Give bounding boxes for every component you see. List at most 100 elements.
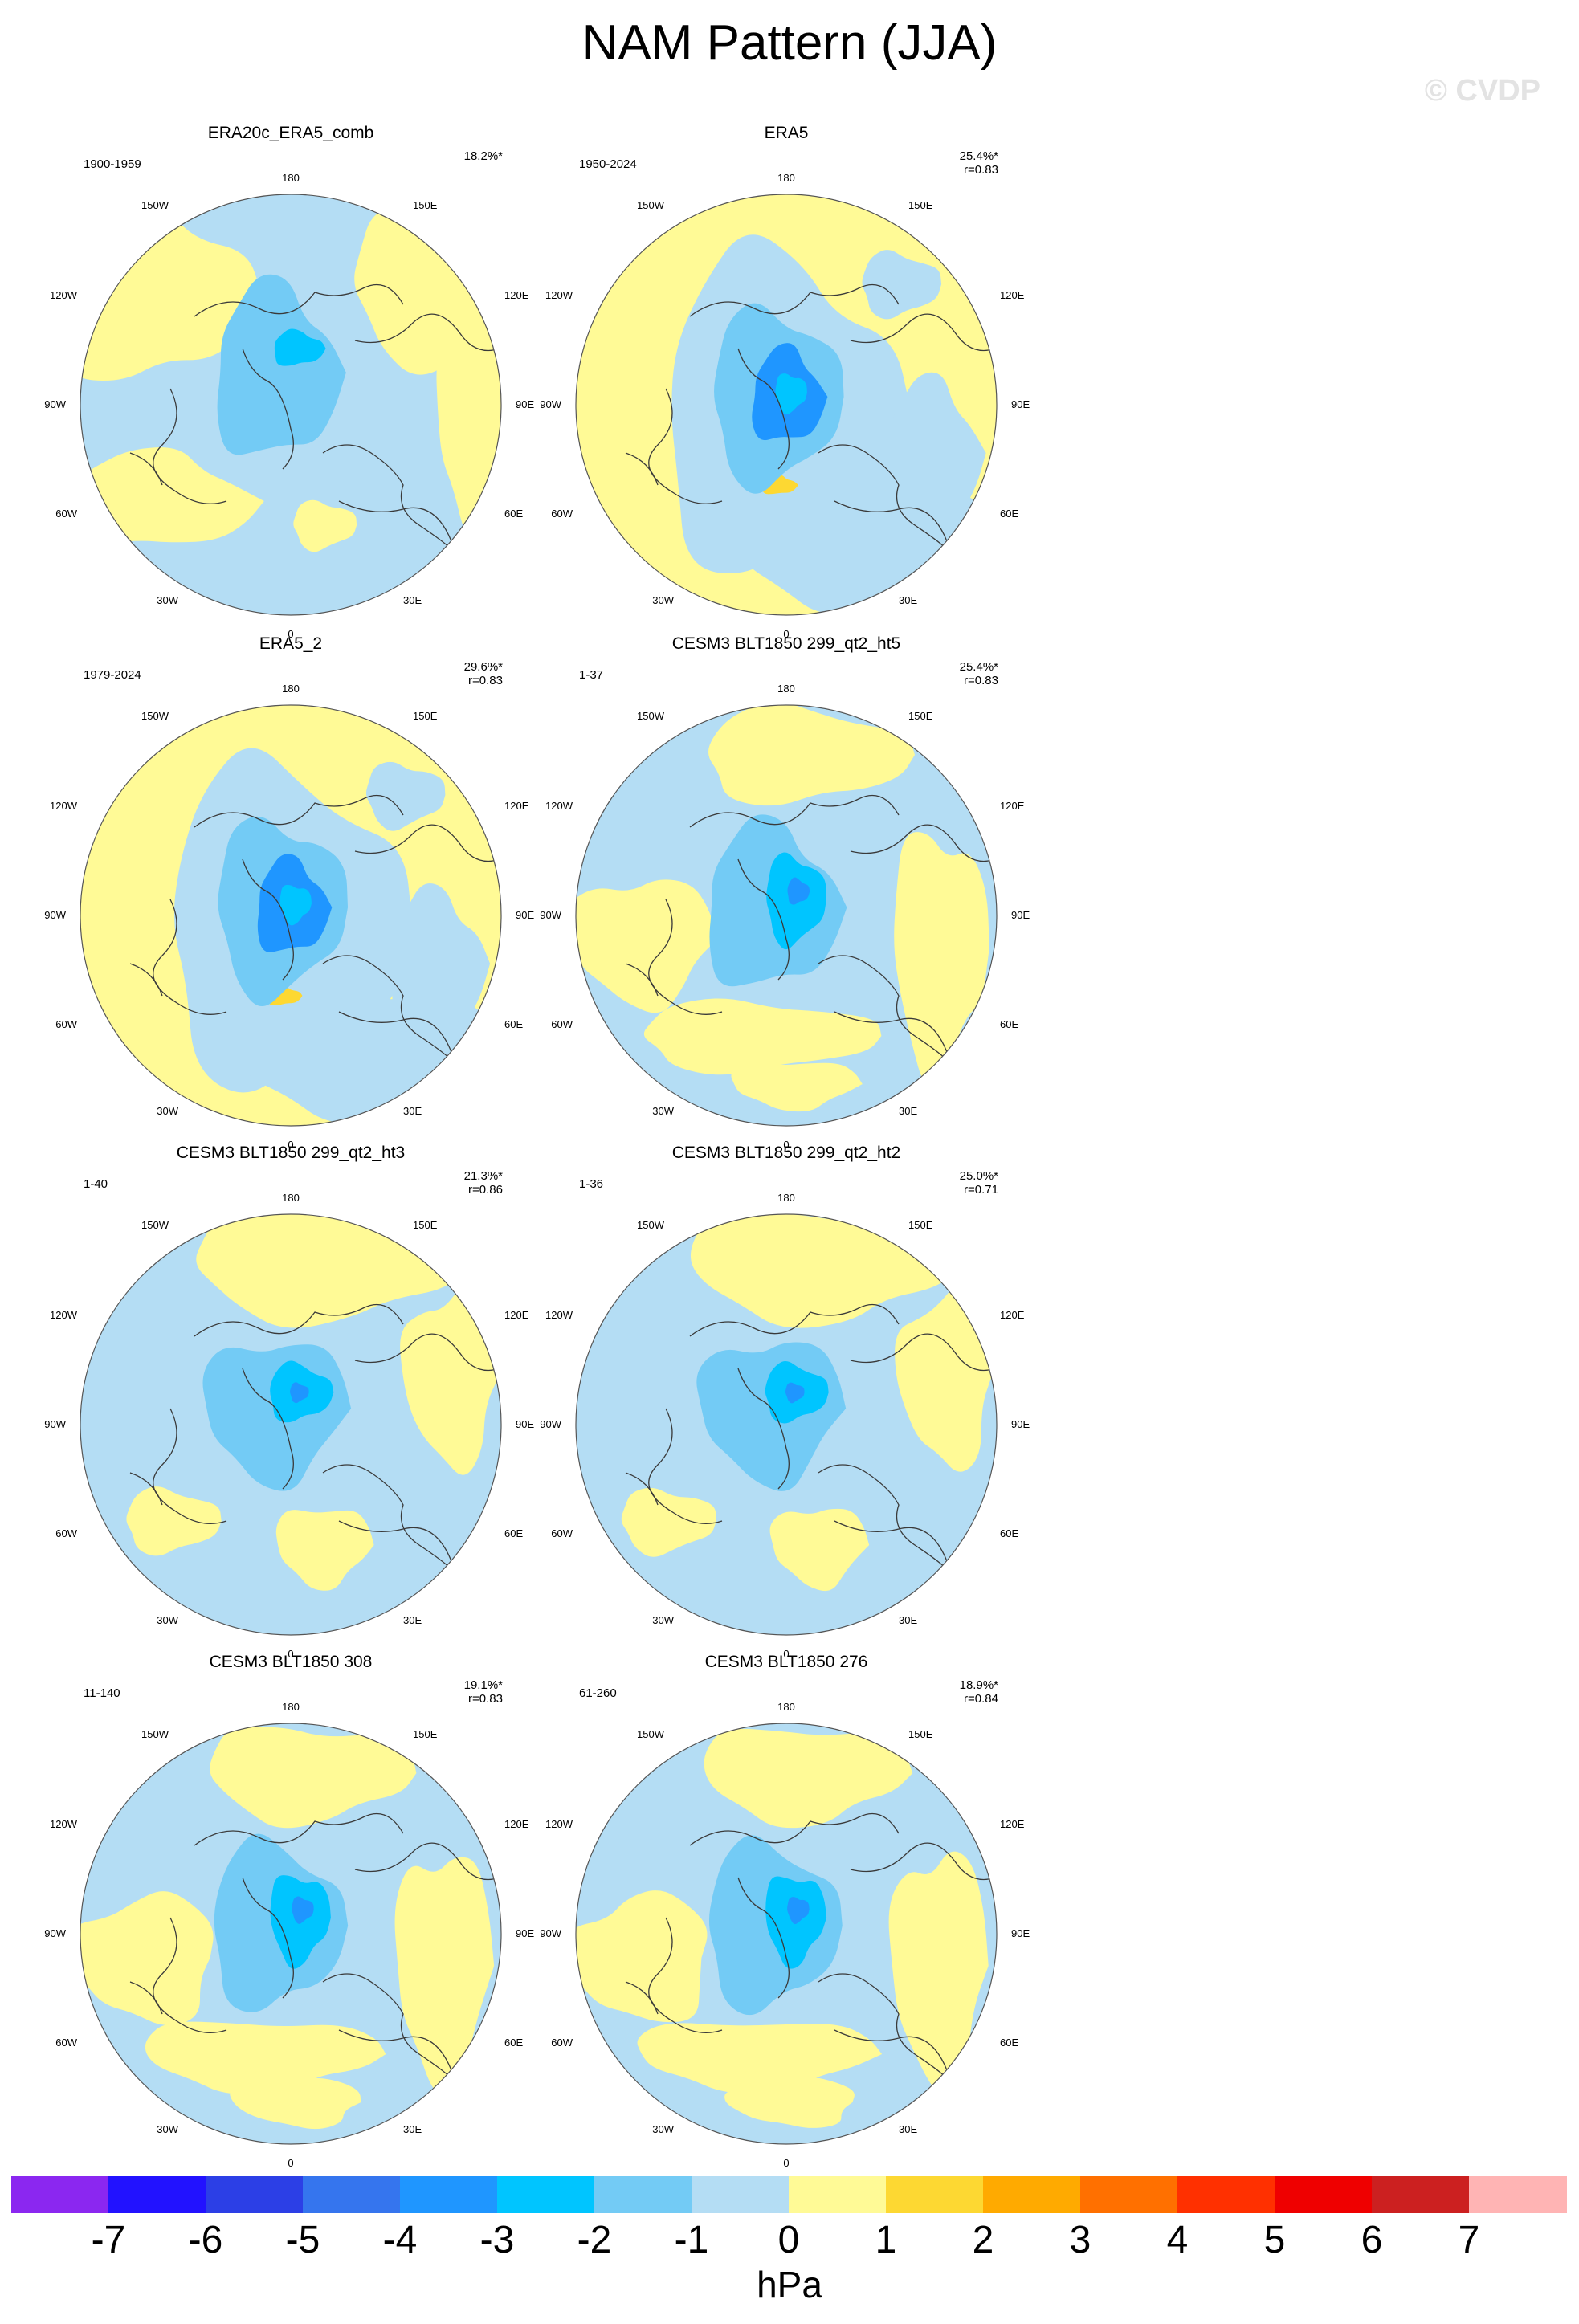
longitude-label: 150E <box>908 1219 933 1231</box>
colorbar-swatch <box>1177 2176 1275 2213</box>
colorbar-tick-label: 3 <box>1069 2219 1091 2261</box>
longitude-label: 90W <box>44 1418 66 1430</box>
longitude-label: 60W <box>55 2037 77 2049</box>
longitude-label: 120W <box>545 1309 573 1321</box>
longitude-label: 60W <box>551 508 573 520</box>
colorbar-swatch <box>692 2176 790 2213</box>
longitude-label: 0 <box>288 2157 293 2169</box>
panel-title: ERA5 <box>764 124 809 142</box>
polar-map: 180 150E 120E 90E 60E 30E 0 30W 60W 90W 120W 150W <box>540 1192 1030 1660</box>
longitude-label: 30E <box>403 2123 422 2135</box>
panel-period: 1979-2024 <box>84 668 141 682</box>
longitude-label: 120W <box>545 1818 573 1830</box>
colorbar-swatch <box>11 2176 109 2213</box>
colorbar-tick-label: -7 <box>91 2219 126 2261</box>
variance-percent: 18.9%* <box>959 1678 998 1692</box>
longitude-label: 0 <box>288 1648 293 1660</box>
page-title: NAM Pattern (JJA) <box>581 15 998 71</box>
longitude-label: 120W <box>50 800 78 812</box>
variance-percent: 29.6%* <box>463 660 503 674</box>
panel-stats: 21.3%* r=0.86 <box>464 1169 503 1197</box>
longitude-label: 90E <box>516 1418 534 1430</box>
longitude-label: 0 <box>783 2157 789 2169</box>
map-panel: CESM3 BLT1850 276 61-260 18.9%* r=0.84 180 15… <box>537 1653 1035 2183</box>
longitude-label: 60E <box>504 1018 523 1030</box>
colorbar-tick-label: 7 <box>1458 2219 1480 2261</box>
longitude-label: 180 <box>777 1192 795 1204</box>
polar-map: 180 150E 120E 90E 60E 30E 0 30W 60W 90W 120W 150W <box>44 1701 534 2169</box>
pattern-correlation: r=0.83 <box>468 1692 503 1706</box>
panel-period: 1-37 <box>579 668 604 682</box>
longitude-label: 180 <box>777 1701 795 1713</box>
longitude-label: 180 <box>777 172 795 184</box>
longitude-label: 90W <box>44 398 66 410</box>
longitude-label: 120E <box>504 800 529 812</box>
variance-percent: 25.4%* <box>959 149 998 163</box>
longitude-label: 120E <box>504 289 529 301</box>
colorbar-swatch <box>1275 2176 1373 2213</box>
longitude-label: 120E <box>1000 1818 1025 1830</box>
longitude-label: 60E <box>504 508 523 520</box>
colorbar-tick-label: -2 <box>577 2219 612 2261</box>
variance-percent: 19.1%* <box>463 1678 503 1692</box>
longitude-label: 60E <box>1000 1527 1018 1539</box>
longitude-label: 150W <box>637 1219 665 1231</box>
longitude-label: 180 <box>777 683 795 695</box>
longitude-label: 60E <box>504 1527 523 1539</box>
longitude-label: 90E <box>1011 1927 1030 1939</box>
longitude-label: 30E <box>899 1614 917 1626</box>
longitude-label: 120E <box>1000 800 1025 812</box>
longitude-label: 150W <box>141 710 169 722</box>
anomaly-field <box>576 1723 997 2144</box>
longitude-label: 150E <box>413 710 438 722</box>
longitude-label: 150W <box>141 1219 169 1231</box>
panel-title: CESM3 BLT1850 299_qt2_ht5 <box>671 634 901 653</box>
pattern-correlation: r=0.83 <box>468 674 503 688</box>
longitude-label: 150E <box>908 1728 933 1740</box>
longitude-label: 120W <box>50 289 78 301</box>
panel-stats: 18.9%* r=0.84 <box>960 1678 998 1706</box>
longitude-label: 120E <box>1000 289 1025 301</box>
anomaly-field <box>80 194 501 615</box>
colorbar-swatch <box>594 2176 692 2213</box>
polar-map: 180 150E 120E 90E 60E 30E 0 30W 60W 90W 120W 150W <box>44 172 534 640</box>
longitude-label: 60W <box>551 1018 573 1030</box>
longitude-label: 90W <box>44 1927 66 1939</box>
map-panel: CESM3 BLT1850 299_qt2_ht3 1-40 21.3%* r=0.8… <box>42 1144 540 1674</box>
longitude-label: 60W <box>551 1527 573 1539</box>
longitude-label: 90W <box>540 1418 561 1430</box>
map-boundary <box>80 1723 502 2145</box>
map-boundary <box>575 194 998 616</box>
longitude-label: 180 <box>282 172 300 184</box>
map-boundary <box>575 1723 998 2145</box>
longitude-label: 180 <box>282 683 300 695</box>
longitude-label: 60W <box>551 2037 573 2049</box>
panel-stats: 18.2%* <box>464 149 503 163</box>
longitude-label: 90E <box>516 1927 534 1939</box>
longitude-label: 150E <box>413 1219 438 1231</box>
colorbar-tick-label: 4 <box>1166 2219 1189 2261</box>
longitude-label: 120W <box>545 289 573 301</box>
pattern-correlation: r=0.83 <box>964 163 998 177</box>
panel-title: ERA20c_ERA5_comb <box>207 124 374 142</box>
polar-map: 180 150E 120E 90E 60E 30E 0 30W 60W 90W 120W 150W <box>44 683 534 1151</box>
longitude-label: 120W <box>50 1818 78 1830</box>
longitude-label: 30E <box>403 1614 422 1626</box>
pattern-correlation: r=0.84 <box>964 1692 998 1706</box>
longitude-label: 150E <box>413 199 438 211</box>
longitude-label: 30E <box>403 1105 422 1117</box>
longitude-label: 90W <box>540 1927 561 1939</box>
colorbar-tick-label: 0 <box>777 2219 800 2261</box>
longitude-label: 180 <box>282 1192 300 1204</box>
map-boundary <box>80 704 502 1127</box>
longitude-label: 150E <box>413 1728 438 1740</box>
polar-map: 180 150E 120E 90E 60E 30E 0 30W 60W 90W 120W 150W <box>540 683 1030 1151</box>
longitude-label: 30W <box>157 594 178 606</box>
longitude-label: 0 <box>783 1139 789 1151</box>
pattern-correlation: r=0.86 <box>468 1183 503 1197</box>
longitude-label: 30W <box>652 1105 674 1117</box>
longitude-label: 180 <box>282 1701 300 1713</box>
longitude-label: 150W <box>637 199 665 211</box>
colorbar-swatch <box>400 2176 498 2213</box>
colorbar-tick-label: -3 <box>479 2219 515 2261</box>
